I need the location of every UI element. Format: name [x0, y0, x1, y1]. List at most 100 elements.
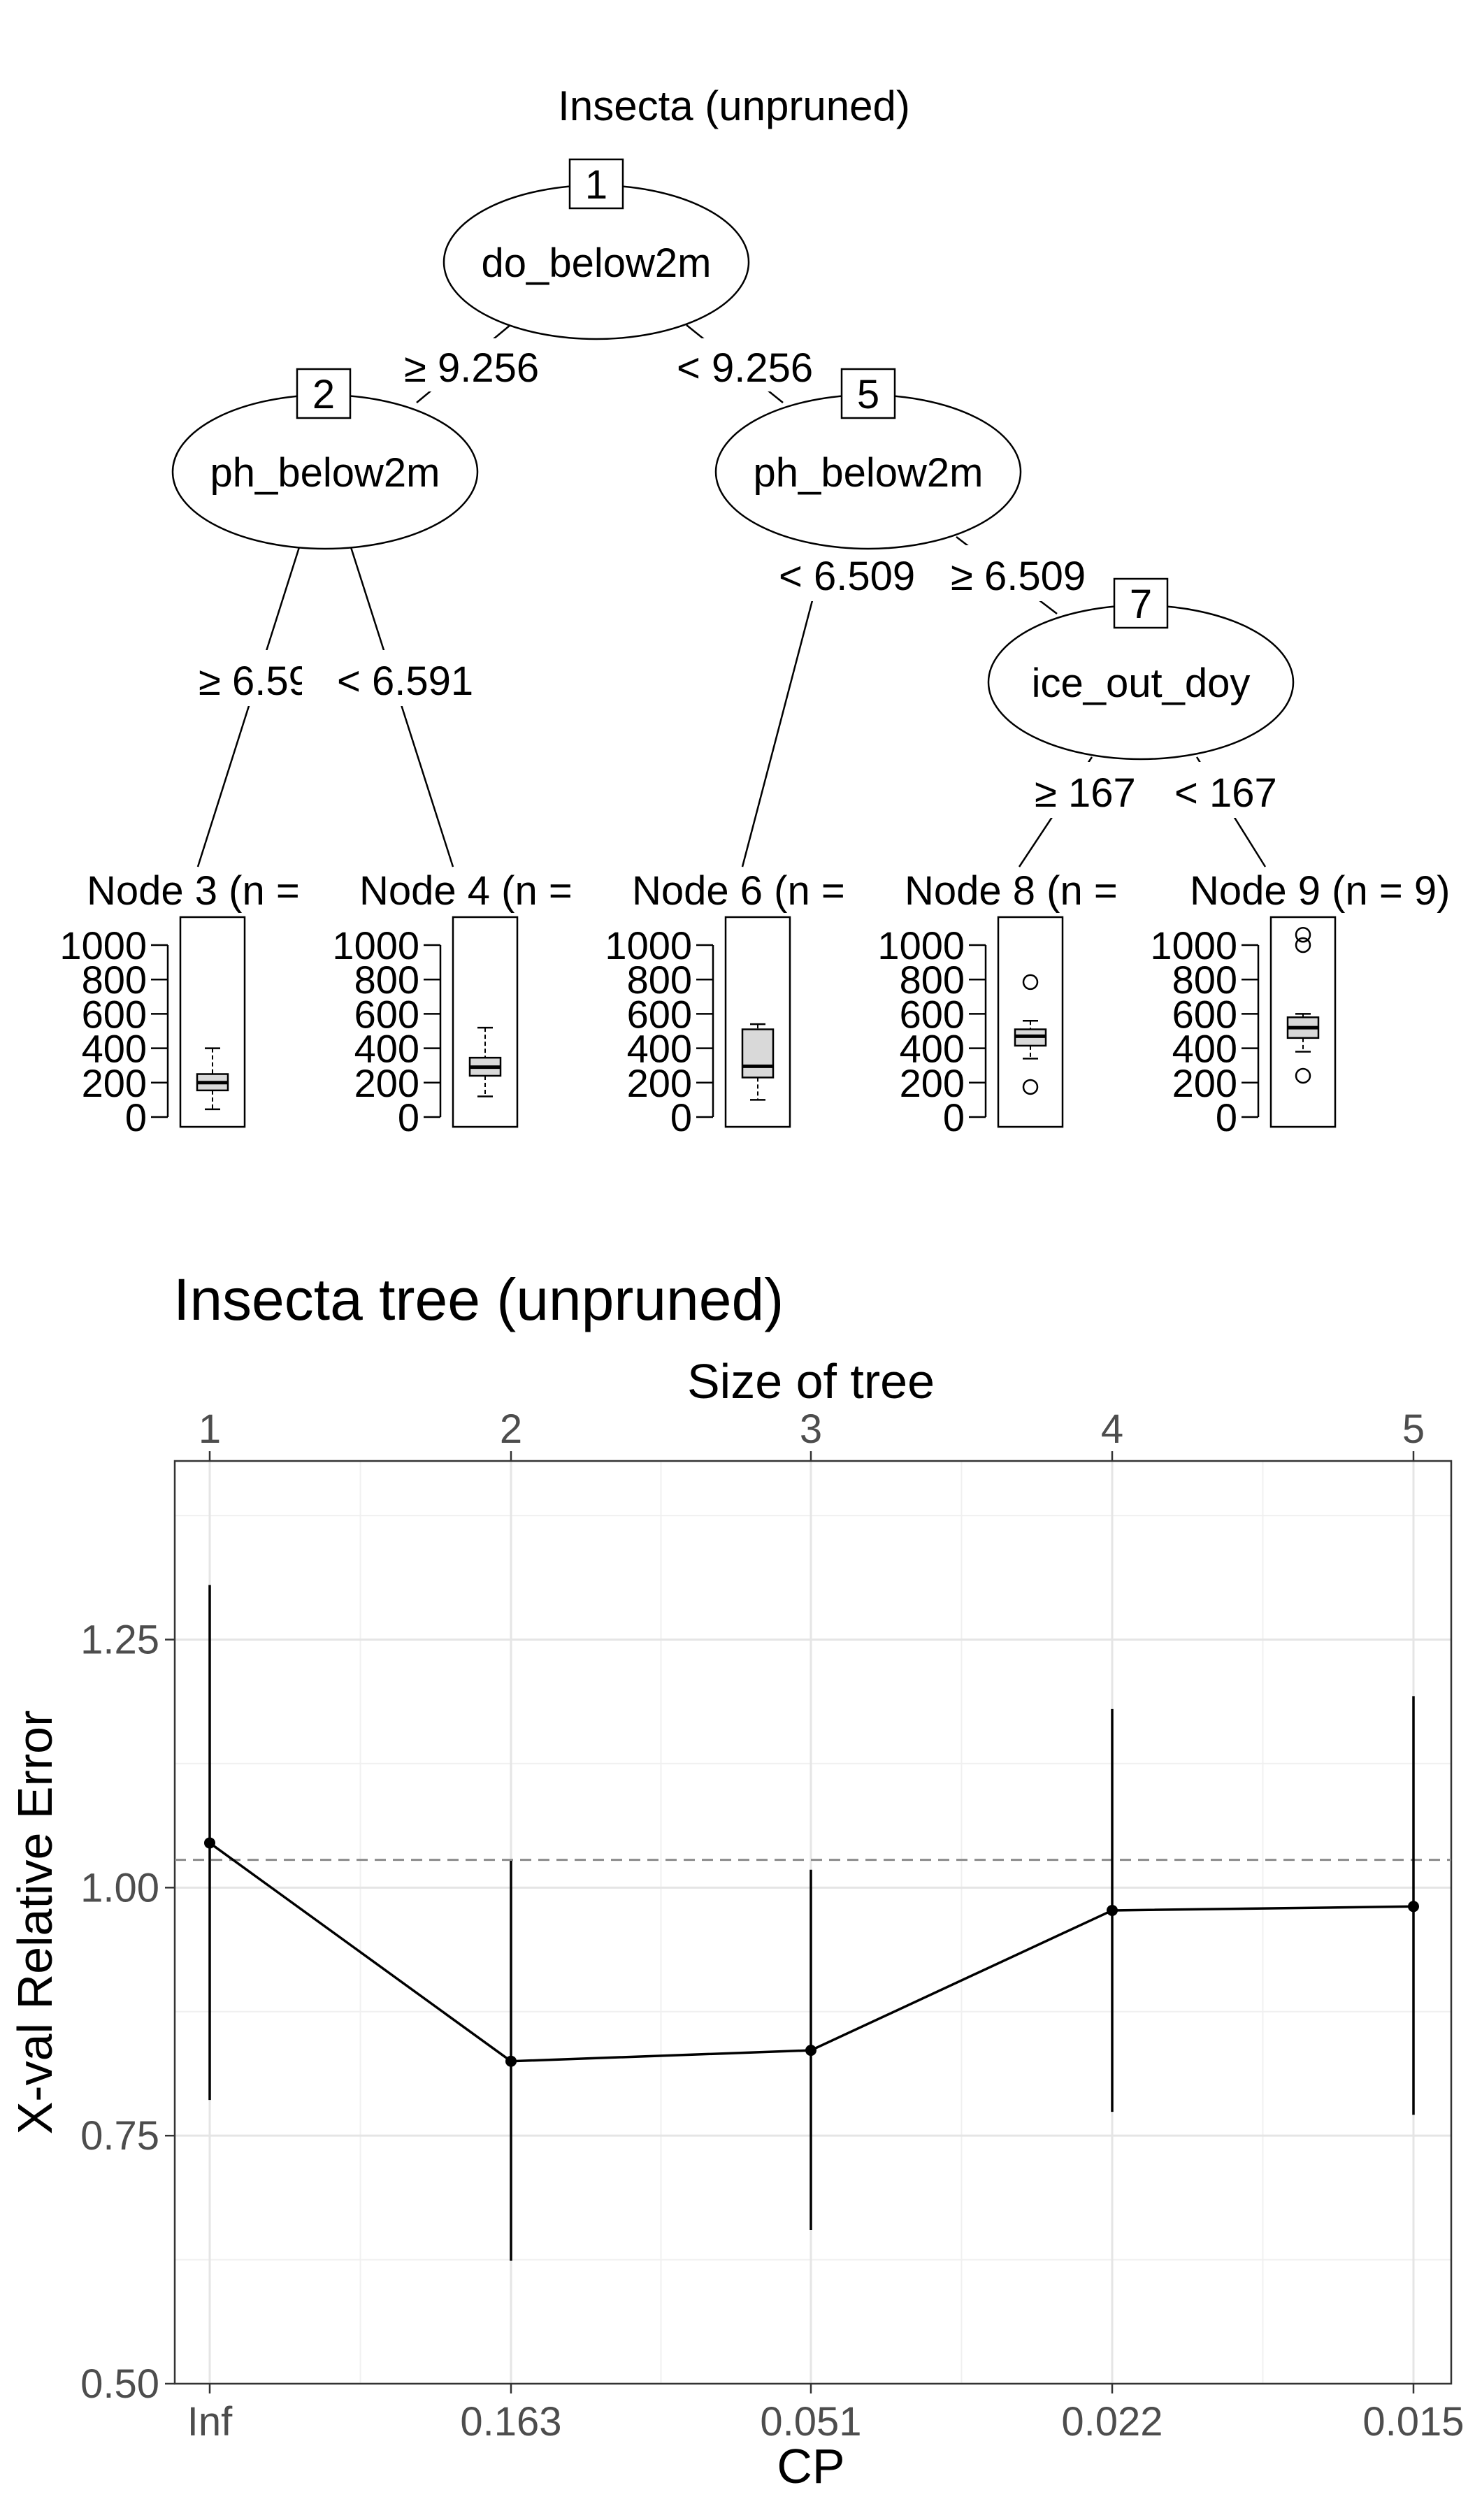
y-tick-label: 1.00 — [80, 1865, 159, 1910]
top-tick-label: 5 — [1402, 1406, 1425, 1452]
node-label: ph_below2m — [210, 450, 440, 496]
edge-label-bg — [1172, 762, 1290, 818]
leaf-labels: Node 3 (n = Node 4 (n = Node 6 (n = Node… — [87, 868, 1450, 914]
outlier-point — [1295, 1067, 1311, 1084]
box-axis-tick-label: 400 — [354, 1027, 419, 1071]
box-frame — [724, 916, 791, 1128]
box-axis-tick-label: 400 — [627, 1027, 692, 1071]
leaf-label-6: Node 6 (n = — [632, 868, 845, 914]
edge-2-3 — [196, 547, 301, 867]
plot-marks — [175, 1585, 1451, 2261]
plot-grid — [175, 1461, 1451, 2385]
edge-label-2: < 9.256 — [677, 345, 813, 391]
node-id-box — [296, 368, 352, 419]
node-id: 5 — [857, 372, 879, 417]
box-axis-tick-label: 800 — [1172, 958, 1237, 1002]
y-tick-label: 1.25 — [80, 1617, 159, 1662]
y-axis-title: X-val Relative Error — [8, 1711, 62, 2135]
data-point — [204, 1837, 215, 1849]
edge-label-1: ≥ 9.256 — [404, 345, 539, 391]
box-axis-tick-label: 200 — [354, 1061, 419, 1105]
tree-node-7: ice_out_doy 7 — [987, 577, 1295, 761]
box-axis-tick-label: 600 — [82, 992, 147, 1036]
data-point — [805, 2045, 816, 2057]
box-axis-tick-label: 800 — [900, 958, 965, 1002]
node-id-box — [1113, 577, 1169, 629]
box-axis-tick-label: 600 — [627, 992, 692, 1036]
data-point — [1107, 1904, 1118, 1916]
leaf-label-8: Node 8 (n = — [905, 868, 1118, 914]
box-axis-tick-label: 400 — [1172, 1027, 1237, 1071]
leaf-label-9: Node 9 (n = 9) — [1190, 868, 1450, 914]
iqr-box — [741, 1028, 775, 1079]
box-axis-tick-label: 800 — [82, 958, 147, 1002]
tree-panel: Insecta (unpruned) ≥ 9.256 < 9.256 ≥ 6.5… — [59, 82, 1450, 1139]
x-tick-label: 0.015 — [1362, 2399, 1464, 2445]
plot-panel-border — [173, 1460, 1453, 2385]
outlier-point — [1022, 974, 1039, 991]
box-axis-tick-label: 200 — [900, 1061, 965, 1105]
edge-label-clip: ≥ 6.59 — [197, 650, 311, 706]
box-axis-tick-label: 0 — [1216, 1095, 1237, 1139]
x-tick-label: Inf — [187, 2399, 233, 2445]
box-axis-tick-label: 1000 — [877, 923, 965, 967]
box-axis-tick-label: 1000 — [59, 923, 147, 967]
box-frame — [452, 916, 519, 1128]
node-id: 2 — [312, 372, 335, 417]
box-axis-tick-label: 200 — [82, 1061, 147, 1105]
node-id: 7 — [1130, 582, 1152, 627]
box-axis-tick-label: 400 — [82, 1027, 147, 1071]
node-label: ice_out_doy — [1032, 661, 1251, 706]
box-axis-tick-label: 400 — [900, 1027, 965, 1071]
outlier-point — [1295, 926, 1311, 943]
edge-label-3: ≥ 6.59 — [199, 658, 311, 704]
box-frame — [179, 916, 246, 1128]
box-axis-tick-label: 0 — [125, 1095, 147, 1139]
box-axis-tick-label: 600 — [900, 992, 965, 1036]
box-axis-tick-label: 1000 — [605, 923, 692, 967]
top-tick-label: 1 — [199, 1406, 221, 1452]
leaf-label-3: Node 3 (n = — [87, 868, 300, 914]
plot-background — [175, 1461, 1451, 2384]
top-tick-label: 2 — [500, 1406, 522, 1452]
edge-label-bg — [334, 650, 482, 706]
data-point — [505, 2055, 517, 2067]
chart-title: Insecta tree (unpruned) — [173, 1267, 784, 1332]
node-label: do_below2m — [482, 240, 712, 286]
leaf-boxplots: 1000800600400200010008006004002000100080… — [59, 916, 1337, 1139]
edge-label-clip: ≥ 167 — [1033, 762, 1145, 818]
edge-label-clip: < 6.509 — [777, 545, 915, 601]
edge-label-bg — [948, 545, 1100, 601]
edge-label-8: < 167 — [1174, 770, 1277, 816]
plot-axes: 0.50 0.75 1.00 1.25 Inf 0.163 0.051 0.022 0.015 1… — [80, 1406, 1464, 2445]
x-axis-title: CP — [777, 2439, 844, 2493]
cp-plot: Insecta tree (unpruned) Size of tree CP … — [8, 1267, 1465, 2493]
node-id-box — [840, 368, 896, 419]
box-axis-tick-label: 1000 — [1150, 923, 1237, 967]
box-axis-tick-label: 1000 — [332, 923, 419, 967]
x-tick-label: 0.051 — [760, 2399, 861, 2445]
edge-label-bg — [672, 338, 833, 391]
data-point — [1408, 1901, 1419, 1913]
node-id: 1 — [585, 162, 607, 208]
box-axis-tick-label: 0 — [943, 1095, 965, 1139]
tree-node-5: ph_below2m 5 — [714, 368, 1022, 550]
edge-label-4: < 6.591 — [337, 658, 473, 704]
tree-node-1: do_below2m 1 — [442, 158, 750, 340]
tree-title: Insecta (unpruned) — [558, 82, 910, 129]
node-id-box — [568, 158, 624, 210]
box-axis-tick-label: 0 — [670, 1095, 692, 1139]
box-axis-tick-label: 200 — [627, 1061, 692, 1105]
outlier-point — [1022, 1079, 1039, 1095]
edge-labels: ≥ 9.256 < 9.256 ≥ 6.59 < 6.591 < 6.509 ≥… — [197, 338, 1290, 818]
top-tick-label: 4 — [1101, 1406, 1123, 1452]
top-tick-label: 3 — [800, 1406, 822, 1452]
edge-label-5: < 6.509 — [779, 554, 915, 599]
top-axis-title: Size of tree — [687, 1354, 935, 1409]
box-axis-tick-label: 600 — [354, 992, 419, 1036]
